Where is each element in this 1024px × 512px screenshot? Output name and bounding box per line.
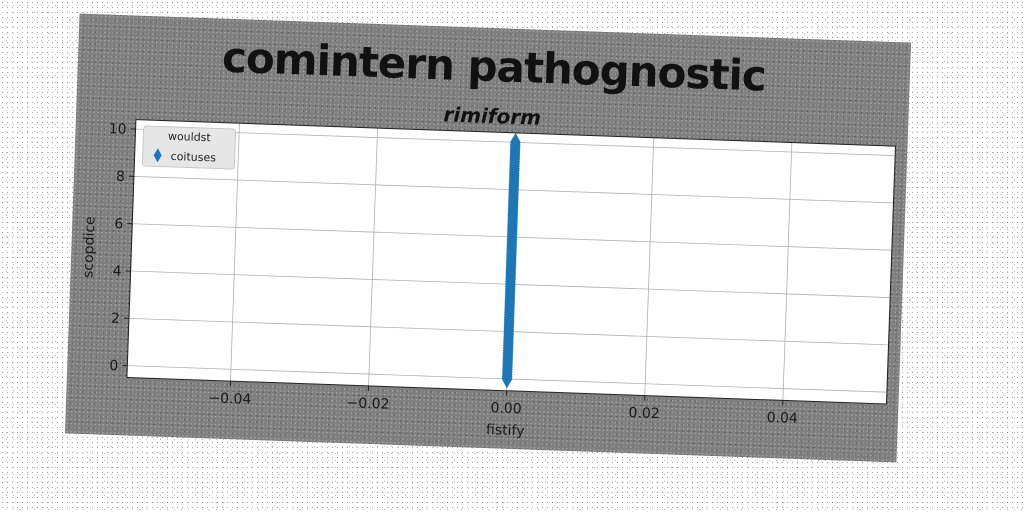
x-tick-label: −0.04 xyxy=(208,390,252,407)
y-tick-label: 8 xyxy=(116,169,125,185)
y-tick-label: 6 xyxy=(114,216,124,232)
y-tick-label: 2 xyxy=(111,311,120,327)
legend-title: wouldst xyxy=(168,130,212,145)
y-tick-label: 4 xyxy=(112,263,122,279)
legend-box xyxy=(141,125,237,170)
y-axis-label: scopdice xyxy=(80,216,98,278)
x-axis-label: fistify xyxy=(486,422,525,439)
legend-marker xyxy=(153,148,162,163)
x-tick-label: 0.04 xyxy=(766,410,798,427)
x-gridline xyxy=(368,128,378,386)
x-gridline xyxy=(230,123,240,382)
x-gridline xyxy=(644,137,655,396)
y-tick-label: 10 xyxy=(108,121,126,138)
data-point xyxy=(510,132,521,152)
x-tick-label: −0.02 xyxy=(346,395,389,412)
axes-frame xyxy=(126,119,896,405)
chart-figure: comintern pathognostic rimiform −0.04 −0.… xyxy=(64,13,912,463)
legend-entry-label: coituses xyxy=(170,150,216,165)
plot-area: −0.04 −0.02 0.00 0.02 0.04 0 2 4 6 8 10 wouldst coi… xyxy=(80,119,896,439)
y-tick-label: 0 xyxy=(109,358,118,374)
x-tick-label: 0.02 xyxy=(628,405,660,422)
x-tick-label: 0.00 xyxy=(490,400,522,417)
x-gridline xyxy=(782,142,793,401)
